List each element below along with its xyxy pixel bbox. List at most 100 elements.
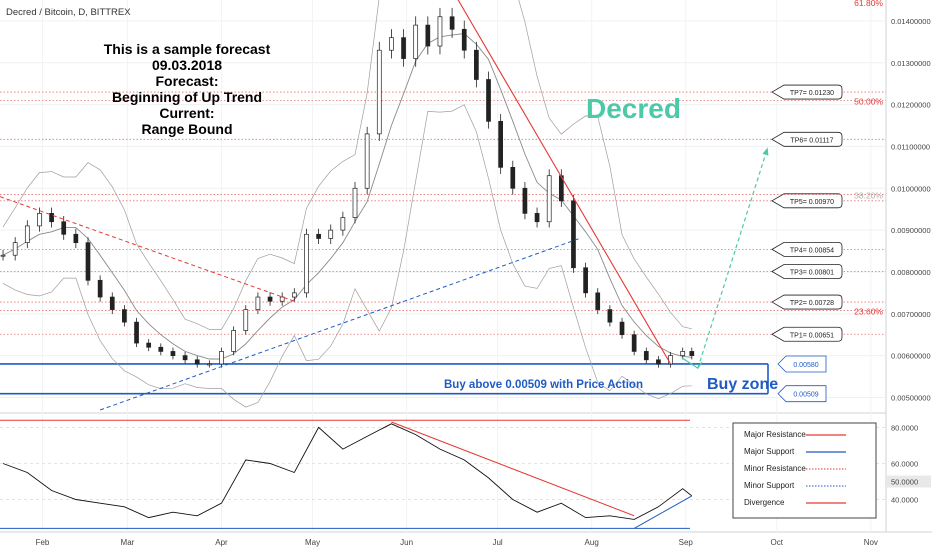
target-levels: TP1= 0.00651 TP2= 0.00728 TP3= 0.00801 TP4=…	[0, 0, 886, 403]
candle-body	[134, 321, 139, 344]
upper-band	[2, 0, 692, 330]
y-tick-label: 0.00500000	[891, 393, 931, 402]
candle-body	[194, 359, 200, 365]
y-tick-label: 0.01100000	[891, 142, 930, 151]
minor-support-line	[99, 237, 580, 411]
forecast-annotation: This is a sample forecast 09.03.2018 For…	[104, 41, 271, 137]
candle-body	[122, 309, 127, 323]
candle-body	[486, 79, 491, 122]
candle-body	[352, 187, 358, 218]
candle-body	[61, 221, 67, 235]
support-callout	[777, 385, 827, 403]
symbol-title: Decred / Bitcoin, D, BITTREX	[6, 7, 131, 18]
target-label: TP7= 0.01230	[790, 90, 834, 97]
candle-body	[656, 359, 661, 365]
candle-body	[146, 342, 152, 348]
candle-body	[437, 16, 443, 47]
target-callout	[771, 241, 843, 257]
x-tick-label: Mar	[121, 538, 135, 547]
y-tick-label: 0.00800000	[891, 268, 931, 277]
target-callout	[771, 131, 843, 147]
legend-box	[732, 422, 877, 519]
annotation-line: 09.03.2018	[152, 57, 222, 73]
forecast-arrow-line	[697, 147, 769, 369]
osc-divergence-line	[391, 421, 635, 517]
candle-body	[474, 49, 479, 80]
target-callout	[771, 264, 843, 279]
candle-body	[619, 321, 625, 336]
candle-body	[340, 217, 346, 231]
x-tick-label: Nov	[864, 538, 878, 547]
price-candles	[0, 7, 695, 368]
grid-layer	[0, 0, 886, 532]
trend-lines	[0, 0, 769, 411]
y-tick-label: 0.01400000	[891, 17, 931, 26]
major-resistance-line	[457, 0, 672, 365]
candle-body	[461, 28, 467, 51]
y-tick-label: 0.00700000	[891, 310, 931, 319]
candle-body	[425, 24, 431, 47]
target-callout	[771, 294, 843, 310]
x-tick-label: Aug	[585, 538, 599, 547]
osc-tick-label: 50.0000	[891, 478, 918, 487]
candle-body	[413, 24, 419, 59]
candle-body	[689, 351, 695, 356]
annotation-line: Range Bound	[142, 121, 233, 137]
candle-body	[279, 296, 285, 302]
y-tick-label: 0.01000000	[891, 184, 931, 193]
osc-current-badge	[887, 475, 931, 488]
candle-body	[304, 233, 309, 294]
candle-body	[376, 49, 382, 135]
candle-body	[24, 225, 30, 244]
candle-body	[207, 363, 212, 366]
candle-body	[595, 292, 601, 310]
annotation-line: Current:	[159, 105, 214, 121]
legend-label: Major Support	[744, 447, 795, 456]
candle-body	[643, 351, 649, 361]
candle-body	[401, 37, 406, 59]
candle-body	[583, 267, 588, 294]
candle-body	[510, 166, 516, 189]
candle-body	[668, 355, 673, 365]
candle-body	[316, 233, 321, 239]
candle-body	[182, 355, 188, 361]
x-tick-label: Feb	[36, 538, 50, 547]
candle-body	[37, 213, 42, 227]
candle-body	[449, 16, 455, 30]
osc-support-trend	[633, 495, 693, 529]
x-tick-label: Oct	[771, 538, 784, 547]
candle-body	[267, 296, 273, 302]
candle-body	[85, 242, 91, 281]
target-label: TP5= 0.00970	[790, 199, 834, 206]
x-tick-label: Jul	[492, 538, 502, 547]
candle-body	[680, 351, 686, 356]
target-label: TP2= 0.00728	[790, 300, 834, 307]
axis-labels: 0.01400000 0.01300000 0.01200000 0.01100000…	[36, 17, 931, 547]
candle-body	[389, 37, 394, 51]
osc-line	[2, 423, 693, 520]
candle-body	[158, 346, 164, 352]
candle-body	[571, 200, 576, 269]
candle-body	[170, 351, 176, 356]
candle-body	[546, 175, 552, 223]
target-callout	[771, 84, 843, 100]
annotation-line: This is a sample forecast	[104, 41, 271, 57]
candle-body	[522, 187, 528, 214]
annotation-line: Forecast:	[155, 73, 218, 89]
target-label: TP6= 0.01117	[790, 137, 833, 144]
lower-band	[2, 104, 692, 408]
target-callout	[771, 326, 843, 342]
x-tick-label: Apr	[215, 538, 228, 547]
y-tick-label: 0.01300000	[891, 59, 931, 68]
target-label: TP4= 0.00854	[790, 247, 834, 254]
forecast-arrow-head	[762, 147, 769, 156]
fib-label: 61.80%	[854, 0, 883, 8]
fib-label: 23.60%	[854, 306, 883, 316]
candle-body	[0, 254, 6, 257]
middle-band	[2, 33, 692, 360]
candle-body	[49, 213, 54, 223]
target-label: TP1= 0.00651	[790, 332, 834, 339]
osc-tick-label: 80.0000	[891, 423, 918, 432]
legend-label: Divergence	[744, 498, 785, 507]
